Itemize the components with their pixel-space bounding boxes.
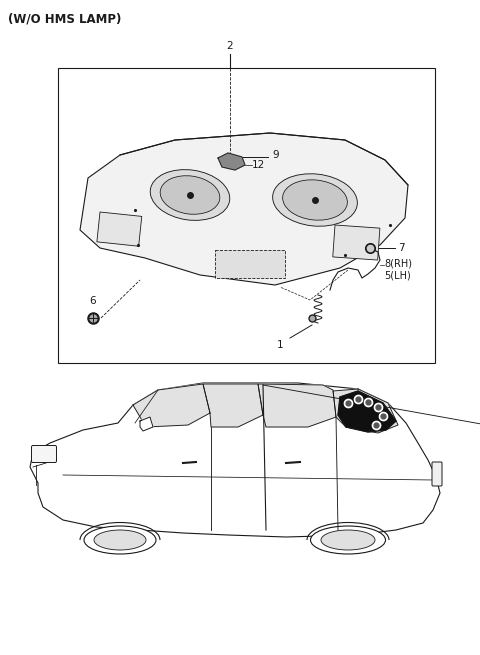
- Bar: [97, 212, 142, 246]
- Polygon shape: [133, 384, 210, 427]
- FancyBboxPatch shape: [215, 250, 285, 278]
- Polygon shape: [338, 391, 396, 432]
- Bar: [333, 225, 380, 260]
- Polygon shape: [80, 133, 408, 285]
- Ellipse shape: [273, 174, 357, 226]
- Ellipse shape: [150, 170, 230, 220]
- Text: 7: 7: [398, 243, 405, 253]
- Polygon shape: [218, 153, 245, 170]
- Polygon shape: [30, 383, 440, 537]
- Ellipse shape: [94, 530, 146, 550]
- Text: (W/O HMS LAMP): (W/O HMS LAMP): [8, 12, 121, 25]
- Text: 12: 12: [252, 160, 265, 170]
- Text: 5(LH): 5(LH): [384, 270, 411, 280]
- Ellipse shape: [321, 530, 375, 550]
- Ellipse shape: [160, 176, 220, 214]
- Polygon shape: [203, 384, 263, 427]
- Bar: [58, 68, 435, 363]
- Text: 6: 6: [90, 296, 96, 306]
- Ellipse shape: [311, 526, 385, 554]
- Polygon shape: [140, 417, 153, 431]
- FancyBboxPatch shape: [432, 462, 442, 486]
- FancyBboxPatch shape: [32, 445, 57, 462]
- Polygon shape: [258, 384, 336, 427]
- Text: 9: 9: [272, 150, 278, 160]
- Polygon shape: [333, 389, 398, 433]
- Text: 1: 1: [276, 340, 283, 350]
- Ellipse shape: [283, 180, 348, 220]
- Text: 8(RH): 8(RH): [384, 258, 412, 268]
- Text: 2: 2: [227, 41, 233, 51]
- Ellipse shape: [84, 526, 156, 554]
